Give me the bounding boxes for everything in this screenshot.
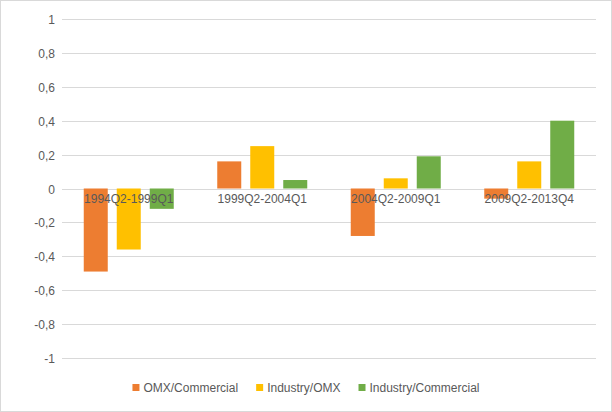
y-tick-label: -0,2 [34,216,55,230]
y-tick-label: -0,4 [34,250,55,264]
chart-container: -1 -0,8 -0,6 -0,4 -0,2 0 0,2 0,4 0,6 0,8 1 1994Q2-1… [0,0,612,412]
grid-line [62,222,596,223]
grid-line [62,358,596,359]
y-tick-label: 0,2 [38,149,55,163]
grid-line [62,53,596,54]
grid-line [62,121,596,122]
bar [250,146,274,188]
legend-label: Industry/Commercial [370,381,480,395]
y-tick-label: -0,8 [34,318,55,332]
legend-swatch [359,384,366,391]
grid-line [62,324,596,325]
x-tick-label: 2004Q2-2009Q1 [351,192,441,206]
y-tick-label: -1 [44,352,55,366]
y-tick-label: 0 [48,183,55,197]
x-tick-label: 2009Q2-2013Q4 [485,192,575,206]
y-tick-label: -0,6 [34,284,55,298]
bar [550,121,574,189]
legend-label: OMX/Commercial [143,381,238,395]
y-tick-label: 1 [48,13,55,27]
chart-svg: -1 -0,8 -0,6 -0,4 -0,2 0 0,2 0,4 0,6 0,8 1 1994Q2-1… [0,0,612,412]
grid-line [62,155,596,156]
bar [217,161,241,188]
grid-line [62,290,596,291]
legend-swatch [132,384,139,391]
bar [517,161,541,188]
grid-line [62,256,596,257]
x-tick-label: 1994Q2-1999Q1 [84,192,174,206]
grid-line [62,189,596,190]
grid-line [62,19,596,20]
legend-swatch [256,384,263,391]
y-tick-label: 0,6 [38,81,55,95]
bar [384,178,408,188]
bar [283,180,307,188]
grid [62,20,596,359]
x-tick-label: 1999Q2-2004Q1 [218,192,308,206]
bar [417,156,441,188]
y-tick-label: 0,4 [38,115,55,129]
legend: OMX/Commercial Industry/OMX Industry/Comme… [132,381,479,395]
legend-label: Industry/OMX [267,381,340,395]
grid-line [62,87,596,88]
bars [84,121,575,272]
chart-border [1,1,612,412]
y-tick-label: 0,8 [38,47,55,61]
